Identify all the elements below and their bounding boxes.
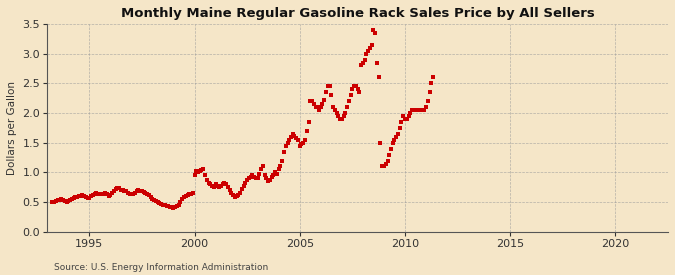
Y-axis label: Dollars per Gallon: Dollars per Gallon: [7, 81, 17, 175]
Title: Monthly Maine Regular Gasoline Rack Sales Price by All Sellers: Monthly Maine Regular Gasoline Rack Sale…: [121, 7, 595, 20]
Text: Source: U.S. Energy Information Administration: Source: U.S. Energy Information Administ…: [54, 263, 268, 272]
